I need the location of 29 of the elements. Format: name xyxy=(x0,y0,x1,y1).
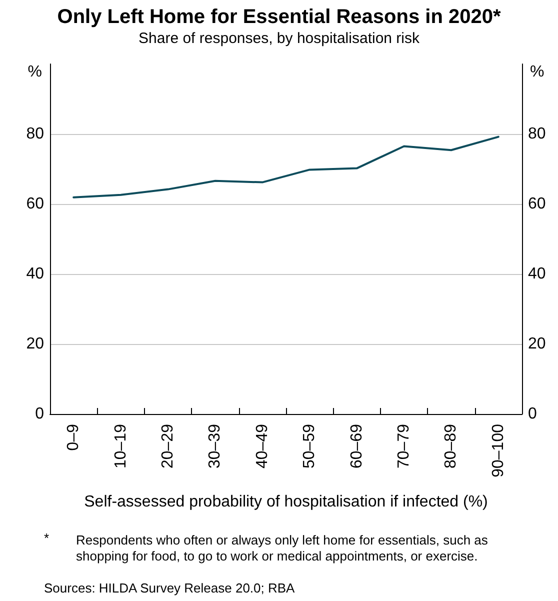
x-tick-label: 0–9 xyxy=(65,424,82,451)
x-axis-title: Self-assessed probability of hospitalisation if infected (%) xyxy=(84,494,488,510)
text: * xyxy=(44,530,50,546)
y-tick-label: 0 xyxy=(35,406,44,422)
x-tick-label: 50–59 xyxy=(301,424,318,468)
x-tick-label: 20–29 xyxy=(160,424,176,468)
x-tick-label: 40–49 xyxy=(254,424,271,468)
x-tick-label: 30–39 xyxy=(206,424,224,468)
y-tick-label: 40 xyxy=(26,266,44,282)
x-tick-label: 70–79 xyxy=(396,424,412,468)
y2-tick-label: 0 xyxy=(528,406,537,422)
y-axis-title: % xyxy=(28,64,42,80)
chart-subtitle: Share of responses, by hospitalisation risk xyxy=(138,30,420,47)
text: Respondents who often or always only left home for essentials, such as shopping for food, to go to work or medical appointments, or exercise. xyxy=(76,532,492,564)
y-tick-label: 20 xyxy=(26,336,44,352)
chart-title: Only Left Home for Essential Reasons in 2020* xyxy=(57,6,501,28)
y-tick-label: 80 xyxy=(26,126,44,142)
y-tick-label: 60 xyxy=(26,196,44,212)
y2-tick-label: 40 xyxy=(528,266,546,282)
y2-tick-label: 80 xyxy=(528,126,546,142)
line-series xyxy=(72,136,500,198)
y2-tick-label: 60 xyxy=(528,196,546,212)
x-tick-label: 90–100 xyxy=(490,424,507,478)
x-tick-label: 60–69 xyxy=(348,424,366,468)
x-tick-label: 80–89 xyxy=(442,424,460,468)
y2-axis-title: % xyxy=(530,64,544,80)
x-tick-label: 10–19 xyxy=(112,424,130,468)
source-note: Sources: HILDA Survey Release 20.0; RBA xyxy=(44,580,296,596)
y2-tick-label: 20 xyxy=(528,336,546,352)
